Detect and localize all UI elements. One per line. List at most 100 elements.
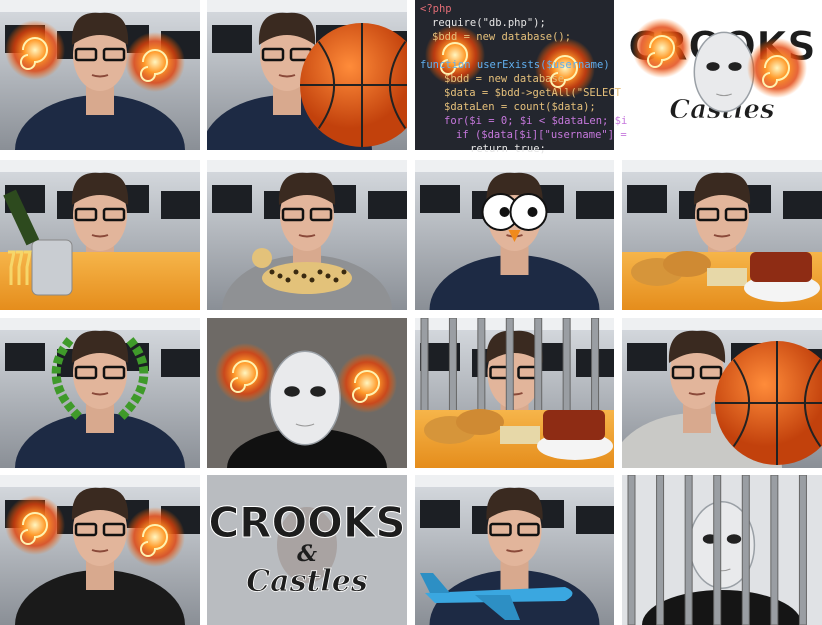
leopard-spot (301, 273, 307, 279)
fire-swirl (20, 37, 48, 70)
monitor (627, 185, 667, 213)
mouth (278, 74, 296, 78)
mask-mouth (295, 423, 315, 427)
glasses (699, 365, 723, 380)
ceiling (0, 475, 200, 487)
jail-bar (534, 318, 543, 468)
jail-bar (713, 475, 722, 625)
code-text: <?php require("db.php"); $bdd = new data… (420, 3, 627, 155)
logo-brand: CROOKS (208, 498, 405, 547)
monitor (161, 349, 200, 377)
ribs (750, 252, 812, 282)
fireball (747, 38, 807, 98)
mask-eye (706, 62, 720, 71)
monitor (783, 191, 822, 219)
code-line: $bdd = new database (444, 73, 564, 85)
glasses (489, 522, 512, 537)
fireball (535, 38, 595, 98)
mouth (91, 74, 109, 78)
tile (0, 475, 200, 625)
glasses (102, 365, 126, 380)
mouth (91, 549, 109, 553)
fire-swirl (140, 49, 168, 82)
mouth (298, 234, 316, 238)
jail-bar (477, 318, 486, 468)
body (15, 413, 185, 468)
glasses (671, 365, 695, 380)
jail-bar (448, 318, 457, 468)
leopard-spot (293, 269, 299, 275)
hair (71, 487, 129, 520)
fireball (5, 20, 65, 80)
tile (207, 475, 407, 625)
code-line: return true; (470, 143, 546, 155)
glasses (74, 365, 98, 380)
ball-seam (300, 23, 407, 147)
fireball (125, 507, 185, 567)
body (15, 570, 185, 625)
tile (0, 318, 200, 468)
jail-bar (770, 475, 779, 625)
leopard-spot (325, 273, 331, 279)
monitor (161, 191, 200, 219)
jail-bar (420, 318, 429, 468)
tile (622, 160, 822, 310)
ball-seam (715, 341, 822, 465)
tile (207, 0, 407, 150)
glass (24, 250, 32, 285)
owl-beak (508, 230, 521, 242)
fireball (5, 495, 65, 555)
fire-swirl (647, 35, 675, 68)
leopard-head (252, 248, 272, 268)
leopard-spot (277, 273, 283, 279)
mouth (688, 392, 706, 396)
jail-bar (741, 475, 750, 625)
hair (71, 330, 129, 363)
bottle (3, 189, 40, 246)
glasses (696, 207, 720, 222)
mask-eye (726, 534, 742, 544)
glasses (724, 207, 748, 222)
fireball (125, 32, 185, 92)
jail-bar (684, 475, 693, 625)
sandwich (707, 268, 747, 286)
leopard-spot (285, 277, 291, 283)
tile (415, 0, 614, 150)
hair (486, 487, 543, 520)
ceiling (207, 0, 407, 12)
fire-swirl (230, 360, 258, 393)
tile (0, 160, 200, 310)
monitor (5, 343, 45, 371)
code-line: require("db.php"); (432, 17, 546, 29)
glasses (74, 47, 98, 62)
ceiling (622, 318, 822, 330)
code-line: for($i = 0; $i < $dataLen; $i (444, 115, 627, 127)
ceiling (0, 318, 200, 330)
glasses (102, 47, 126, 62)
tile (415, 475, 614, 625)
leopard-spot (269, 269, 275, 275)
ceiling (622, 160, 822, 172)
logo-mask-layer (632, 18, 807, 113)
code-line: $dataLen = count($data); (444, 101, 596, 113)
monitor (576, 191, 614, 219)
fire-swirl (140, 524, 168, 557)
fire-swirl (762, 55, 790, 88)
table (0, 252, 200, 310)
owl-pupil (499, 207, 510, 217)
leopard-spot (333, 277, 339, 283)
code-line: if ($data[$i]["username"] = (456, 129, 627, 141)
mouth (91, 392, 109, 396)
body (429, 255, 600, 310)
monitor (212, 185, 252, 213)
burger (663, 251, 711, 277)
glasses (261, 47, 285, 62)
ceiling (0, 0, 200, 12)
code-line: $bdd = new database(); (432, 31, 571, 43)
ceiling (415, 318, 614, 330)
tile (415, 160, 614, 310)
owl-pupil (527, 207, 538, 217)
face-faint (277, 507, 337, 583)
